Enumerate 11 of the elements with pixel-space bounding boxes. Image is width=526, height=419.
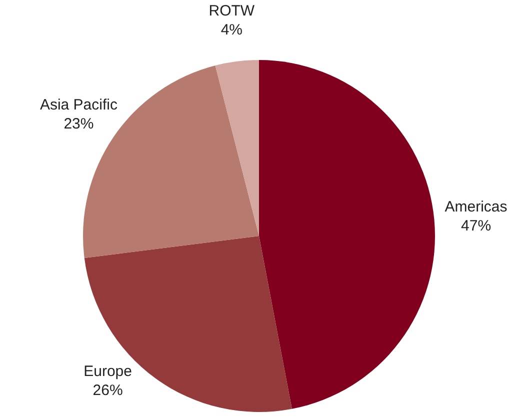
slice-label: Asia Pacific [40, 96, 118, 114]
data-label: 4% [220, 22, 243, 39]
pie-slice [84, 236, 292, 412]
data-label: 47% [461, 217, 492, 234]
slice-label: Europe [84, 363, 132, 380]
pie-slice [259, 60, 435, 409]
slice-label: ROTW [208, 2, 256, 20]
data-label: 23% [64, 115, 94, 132]
pie-slice [215, 60, 259, 236]
slice-label: Americas [444, 198, 508, 216]
data-label: 26% [92, 382, 123, 399]
